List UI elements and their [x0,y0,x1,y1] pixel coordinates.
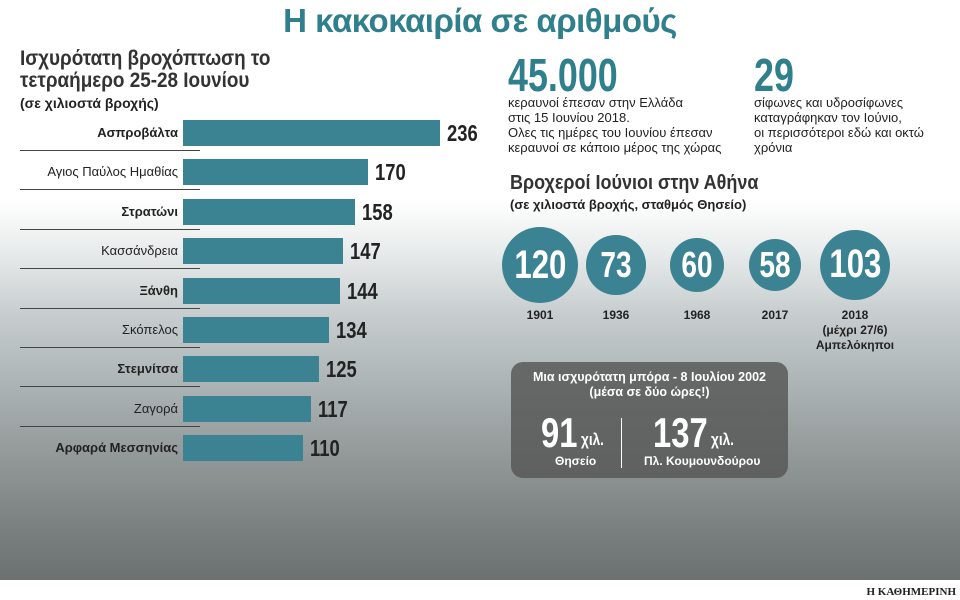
year: 2017 [761,308,789,322]
row-separator [20,268,200,270]
bar-value-label: 236 [447,120,478,146]
bubble-year-label: 1968 [642,308,752,323]
bar-value-label: 134 [336,317,367,343]
bar [183,159,369,186]
bar-row: Αρφαρά Μεσσηνίας 110 [0,433,480,463]
bar-row: Αγιος Παύλος Ημαθίας 170 [0,157,480,191]
bubble-year-label: 1936 [561,308,671,323]
bar-label: Κασσάνδρεια [101,243,178,259]
bar-value-label: 125 [326,356,357,383]
bubble: 120 [502,227,578,303]
bar-row: Ασπροβάλτα 236 [0,118,480,151]
bar-value-label: 147 [350,238,381,265]
storm-place-thiseio: Θησείο [555,454,597,468]
bar-label: Στρατώνι [121,203,178,219]
bar [183,198,356,225]
fact-line: κεραυνοί σε κάποιο μέρος της χώρας [508,140,722,155]
bar-row: Κασσάνδρεια 147 [0,236,480,270]
storm-title: Μια ισχυρότατη μπόρα - 8 Ιουλίου 2002 [533,370,766,384]
bar [183,238,344,265]
bar-chart-title: Ισχυρότατη βροχόπτωση το τετραήμερο 25-2… [20,47,271,92]
bar-row: Στεμνίτσα 125 [0,354,480,388]
bar-value-label: 144 [346,277,378,304]
year: 1901 [526,308,554,322]
bubble: 58 [748,238,802,292]
fact-number-lightning: 45.000 [508,49,618,101]
storm-unit: χιλ. [581,430,604,449]
fact-text-lightning: κεραυνοί έπεσαν στην Ελλάδα στις 15 Ιουνί… [508,95,721,155]
bar-label: Αγιος Παύλος Ημαθίας [47,164,178,180]
bubble: 60 [670,238,724,292]
row-separator [20,150,200,151]
row-separator [20,307,200,309]
fact-line: χρόνια [754,140,793,155]
row-separator [20,189,200,191]
bar-row: Ζαγορά 117 [0,394,480,427]
fact-line: σίφωνες και υδροσίφωνες [754,95,904,110]
divider [621,418,622,468]
bar [183,435,303,462]
bubble-value-label: 103 [828,242,882,287]
publisher-logo: Η ΚΑΘΗΜΕΡΙΝΗ [866,586,957,598]
fact-text-tornado: σίφωνες και υδροσίφωνες καταγράφηκαν τον … [754,95,924,155]
storm-subtitle: (μέσα σε δύο ώρες!) [589,385,710,399]
bubble-year-label: 2017 [720,308,830,323]
year: 1968 [683,308,711,322]
bubble-chart-subtitle: (σε χιλιοστά βροχής, σταθμός Θησείο) [510,197,747,212]
bubble: 73 [586,235,646,295]
bar-value-label: 110 [309,435,340,462]
bubble-year-label: 2018 (μέχρι 27/6) Αμπελόκηποι [800,308,910,353]
bar [183,356,320,383]
bubble-year-label: 1901 [485,308,595,323]
bar-label: Σκόπελος [122,322,178,337]
fact-line: κεραυνοί έπεσαν στην Ελλάδα [508,95,683,110]
bar-row: Στρατώνι 158 [0,197,480,230]
bar-label: Αρφαρά Μεσσηνίας [55,440,178,456]
bar [183,277,340,304]
bubble-value-label: 120 [513,242,567,287]
storm-value-thiseio: 91 [541,409,578,456]
row-separator [20,347,200,348]
bar-label: Ζαγορά [133,400,178,416]
row-separator [20,386,200,388]
row-separator [20,228,200,230]
bar-value-label: 170 [375,159,406,186]
fact-line: στις 15 Ιουνίου 2018. [508,110,630,125]
bar-label: Ξάνθη [139,282,178,298]
bubble-value-label: 60 [681,243,713,285]
bar [183,317,330,343]
fact-line: καταγράφηκαν τον Ιούνιο, [754,110,902,125]
bar [183,120,441,146]
bar-row: Σκόπελος 134 [0,315,480,348]
fact-line: οι περισσότεροι εδώ και οκτώ [754,125,924,140]
year: 1936 [602,308,630,322]
bar-label: Ασπροβάλτα [97,125,178,140]
bubble-value-label: 73 [600,243,632,285]
storm-place-koumoundourou: Πλ. Κουμουνδούρου [644,454,761,468]
bar-value-label: 158 [362,198,393,225]
bar-label: Στεμνίτσα [117,361,178,377]
storm-value-koumoundourou: 137 [653,409,708,456]
bubble-chart-title: Βροχεροί Ιούνιοι στην Αθήνα [510,172,759,194]
page-title: Η κακοκαιρία σε αριθμούς [283,2,677,39]
fact-line: Ολες τις ημέρες του Ιουνίου έπεσαν [508,125,713,140]
bar-chart-subtitle: (σε χιλιοστά βροχής) [20,95,159,111]
bubble: 103 [819,229,891,301]
bar [183,395,311,422]
fact-number-tornado: 29 [754,49,794,101]
bubble-value-label: 58 [759,243,791,285]
year: 2018 [841,308,869,322]
year-note: (μέχρι 27/6) Αμπελόκηποι [815,323,895,352]
row-separator [20,425,200,427]
bar-row: Ξάνθη 144 [0,276,480,309]
storm-box: Μια ισχυρότατη μπόρα - 8 Ιουλίου 2002 (μ… [511,362,788,478]
storm-unit: χιλ. [711,430,734,449]
bar-value-label: 117 [317,395,348,422]
